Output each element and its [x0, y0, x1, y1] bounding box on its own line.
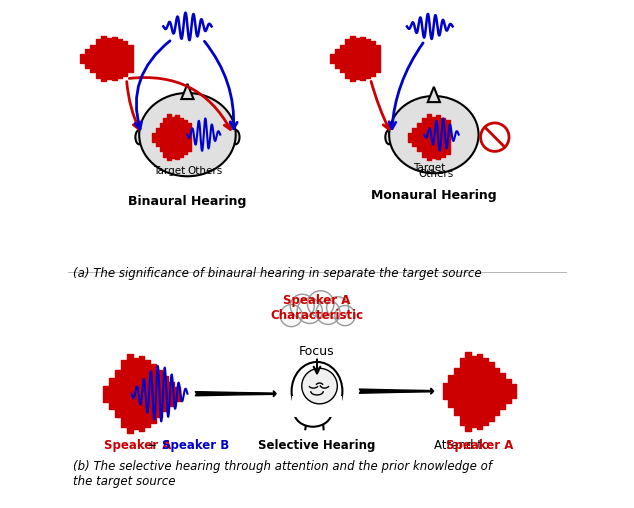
Text: Selective Hearing: Selective Hearing	[258, 439, 376, 453]
Circle shape	[297, 298, 322, 324]
Ellipse shape	[385, 130, 393, 144]
Ellipse shape	[232, 130, 240, 144]
Bar	[292, 396, 342, 417]
Ellipse shape	[294, 396, 332, 427]
Circle shape	[290, 294, 314, 318]
Circle shape	[327, 297, 349, 319]
Text: Monaural Hearing: Monaural Hearing	[371, 189, 496, 203]
Text: Speaker A: Speaker A	[103, 439, 171, 453]
Ellipse shape	[292, 362, 342, 421]
Text: Speaker A
Characteristic: Speaker A Characteristic	[271, 294, 363, 323]
Circle shape	[302, 368, 337, 404]
Ellipse shape	[389, 96, 479, 173]
Circle shape	[335, 305, 355, 326]
Polygon shape	[181, 84, 193, 99]
Text: Others: Others	[188, 166, 223, 176]
Text: Speaker A: Speaker A	[446, 439, 514, 453]
Polygon shape	[428, 87, 440, 102]
Ellipse shape	[136, 130, 143, 144]
Text: Target: Target	[413, 163, 445, 173]
Text: Focus: Focus	[299, 345, 335, 359]
Circle shape	[280, 305, 302, 327]
Text: +: +	[147, 439, 157, 453]
Text: Speaker B: Speaker B	[162, 439, 230, 453]
Text: (b) The selective hearing through attention and the prior knowledge of
the targe: (b) The selective hearing through attent…	[73, 460, 492, 488]
Ellipse shape	[139, 93, 236, 176]
Circle shape	[481, 123, 509, 151]
Text: Others: Others	[418, 169, 454, 179]
Text: Binaural Hearing: Binaural Hearing	[128, 195, 247, 208]
Text: (a) The significance of binaural hearing in separate the target source: (a) The significance of binaural hearing…	[73, 267, 482, 280]
Text: Attend to: Attend to	[434, 439, 493, 453]
Text: Target: Target	[153, 166, 186, 176]
Circle shape	[307, 291, 334, 317]
Circle shape	[316, 301, 340, 325]
